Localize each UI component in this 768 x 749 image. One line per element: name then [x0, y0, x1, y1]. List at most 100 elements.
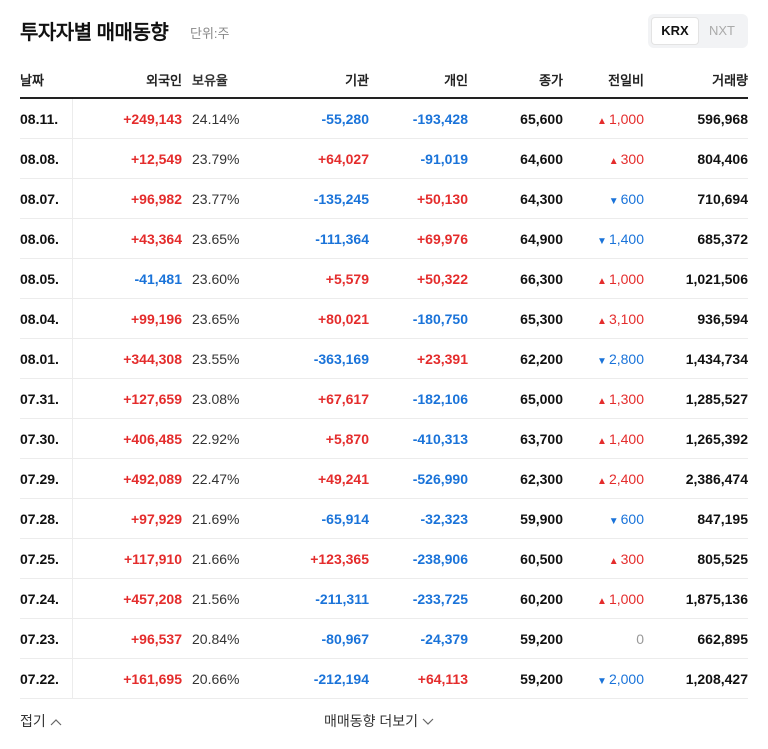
change-value: 600	[620, 190, 644, 207]
volume-cell: 1,875,136	[644, 578, 748, 619]
individual-cell: +50,130	[369, 178, 468, 219]
change-cell: ▼ 2,000	[563, 658, 644, 699]
holding-ratio-cell: 22.47%	[182, 458, 277, 499]
trend-table: 날짜 외국인 보유율 기관 개인 종가 전일비 거래량 08.11. +249,143 24.14…	[20, 62, 748, 699]
individual-cell: +23,391	[369, 338, 468, 379]
change-cell: 0	[563, 618, 644, 659]
foreign-cell: +97,929	[72, 498, 182, 539]
table-row: 08.01. +344,308 23.55% -363,169 +23,391 62,20…	[20, 338, 748, 379]
table-row: 07.31. +127,659 23.08% +67,617 -182,106 65,00…	[20, 378, 748, 419]
close-cell: 60,500	[468, 538, 563, 579]
date-cell: 07.23.	[20, 618, 73, 659]
chevron-up	[50, 719, 62, 726]
volume-cell: 2,386,474	[644, 458, 748, 499]
change-cell: ▲ 2,400	[563, 458, 644, 499]
holding-ratio-cell: 21.69%	[182, 498, 277, 539]
change-cell: ▼ 600	[563, 498, 644, 539]
foreign-cell: +99,196	[72, 298, 182, 339]
arrow-up: ▲	[608, 155, 619, 167]
market-tab[interactable]: KRX	[651, 17, 699, 45]
arrow-up: ▲	[597, 475, 607, 487]
table-row: 07.28. +97,929 21.69% -65,914 -32,323 59,900 ▼…	[20, 498, 748, 539]
arrow-up: ▲	[597, 395, 607, 407]
institution-cell: +80,021	[277, 298, 369, 339]
institution-cell: +5,870	[277, 418, 369, 459]
table-row: 07.23. +96,537 20.84% -80,967 -24,379 59,200 0…	[20, 618, 748, 659]
institution-cell: -80,967	[277, 618, 369, 659]
table-row: 08.08. +12,549 23.79% +64,027 -91,019 64,600 ▲…	[20, 138, 748, 179]
close-cell: 65,300	[468, 298, 563, 339]
collapse-link[interactable]: 접기	[20, 711, 62, 731]
institution-cell: -55,280	[277, 98, 369, 139]
institution-cell: +64,027	[277, 138, 369, 179]
volume-cell: 805,525	[644, 538, 748, 579]
close-cell: 62,200	[468, 338, 563, 379]
foreign-cell: -41,481	[72, 258, 182, 299]
foreign-cell: +96,982	[72, 178, 182, 219]
date-cell: 08.07.	[20, 178, 73, 219]
close-cell: 62,300	[468, 458, 563, 499]
foreign-cell: +161,695	[72, 658, 182, 699]
volume-cell: 596,968	[644, 98, 748, 139]
institution-cell: +5,579	[277, 258, 369, 299]
institution-cell: -212,194	[277, 658, 369, 699]
close-cell: 64,900	[468, 218, 563, 259]
table-row: 08.11. +249,143 24.14% -55,280 -193,428 65,60…	[20, 98, 748, 139]
foreign-cell: +12,549	[72, 138, 182, 179]
institution-cell: -65,914	[277, 498, 369, 539]
change-value: 300	[620, 550, 644, 567]
close-cell: 66,300	[468, 258, 563, 299]
volume-cell: 685,372	[644, 218, 748, 259]
date-cell: 07.28.	[20, 498, 73, 539]
volume-cell: 847,195	[644, 498, 748, 539]
column-header: 전일비	[563, 62, 644, 99]
change-cell: ▼ 600	[563, 178, 644, 219]
market-tab[interactable]: NXT	[709, 23, 735, 38]
change-cell: ▼ 2,800	[563, 338, 644, 379]
close-cell: 59,900	[468, 498, 563, 539]
arrow-up: ▲	[597, 595, 607, 607]
close-cell: 65,000	[468, 378, 563, 419]
table-body: 08.11. +249,143 24.14% -55,280 -193,428 65,60…	[20, 98, 748, 699]
individual-cell: -238,906	[369, 538, 468, 579]
date-cell: 08.05.	[20, 258, 73, 299]
change-value: 2,000	[608, 670, 644, 687]
individual-cell: -233,725	[369, 578, 468, 619]
market-tabs: KRX NXT	[648, 14, 748, 48]
arrow-down: ▼	[597, 675, 607, 687]
volume-cell: 1,208,427	[644, 658, 748, 699]
close-cell: 64,300	[468, 178, 563, 219]
holding-ratio-cell: 23.55%	[182, 338, 277, 379]
institution-cell: -111,364	[277, 218, 369, 259]
change-value: 3,100	[608, 310, 644, 327]
change-value: 2,400	[608, 470, 644, 487]
collapse-text[interactable]: 접기	[20, 713, 46, 729]
volume-cell: 804,406	[644, 138, 748, 179]
individual-cell: -180,750	[369, 298, 468, 339]
column-header: 날짜	[20, 62, 72, 99]
change-cell: ▲ 3,100	[563, 298, 644, 339]
close-cell: 65,600	[468, 98, 563, 139]
holding-ratio-cell: 20.84%	[182, 618, 277, 659]
foreign-cell: +249,143	[72, 98, 182, 139]
individual-cell: +69,976	[369, 218, 468, 259]
more-link[interactable]: 매매동향 더보기	[324, 711, 434, 731]
volume-cell: 1,265,392	[644, 418, 748, 459]
date-cell: 07.25.	[20, 538, 73, 579]
individual-cell: -410,313	[369, 418, 468, 459]
column-header: 종가	[468, 62, 563, 99]
table-row: 07.24. +457,208 21.56% -211,311 -233,725 60,2…	[20, 578, 748, 619]
change-value: 600	[620, 510, 644, 527]
date-cell: 07.22.	[20, 658, 73, 699]
chevron-down	[422, 718, 434, 725]
unit: 단위:주	[190, 26, 230, 41]
change-cell: ▲ 1,000	[563, 98, 644, 139]
holding-ratio-cell: 22.92%	[182, 418, 277, 459]
foreign-cell: +96,537	[72, 618, 182, 659]
foreign-cell: +406,485	[72, 418, 182, 459]
institution-cell: -135,245	[277, 178, 369, 219]
date-cell: 07.30.	[20, 418, 73, 459]
more-text[interactable]: 매매동향 더보기	[324, 713, 419, 729]
header-row: 날짜 외국인 보유율 기관 개인 종가 전일비 거래량	[20, 62, 748, 99]
volume-cell: 1,021,506	[644, 258, 748, 299]
